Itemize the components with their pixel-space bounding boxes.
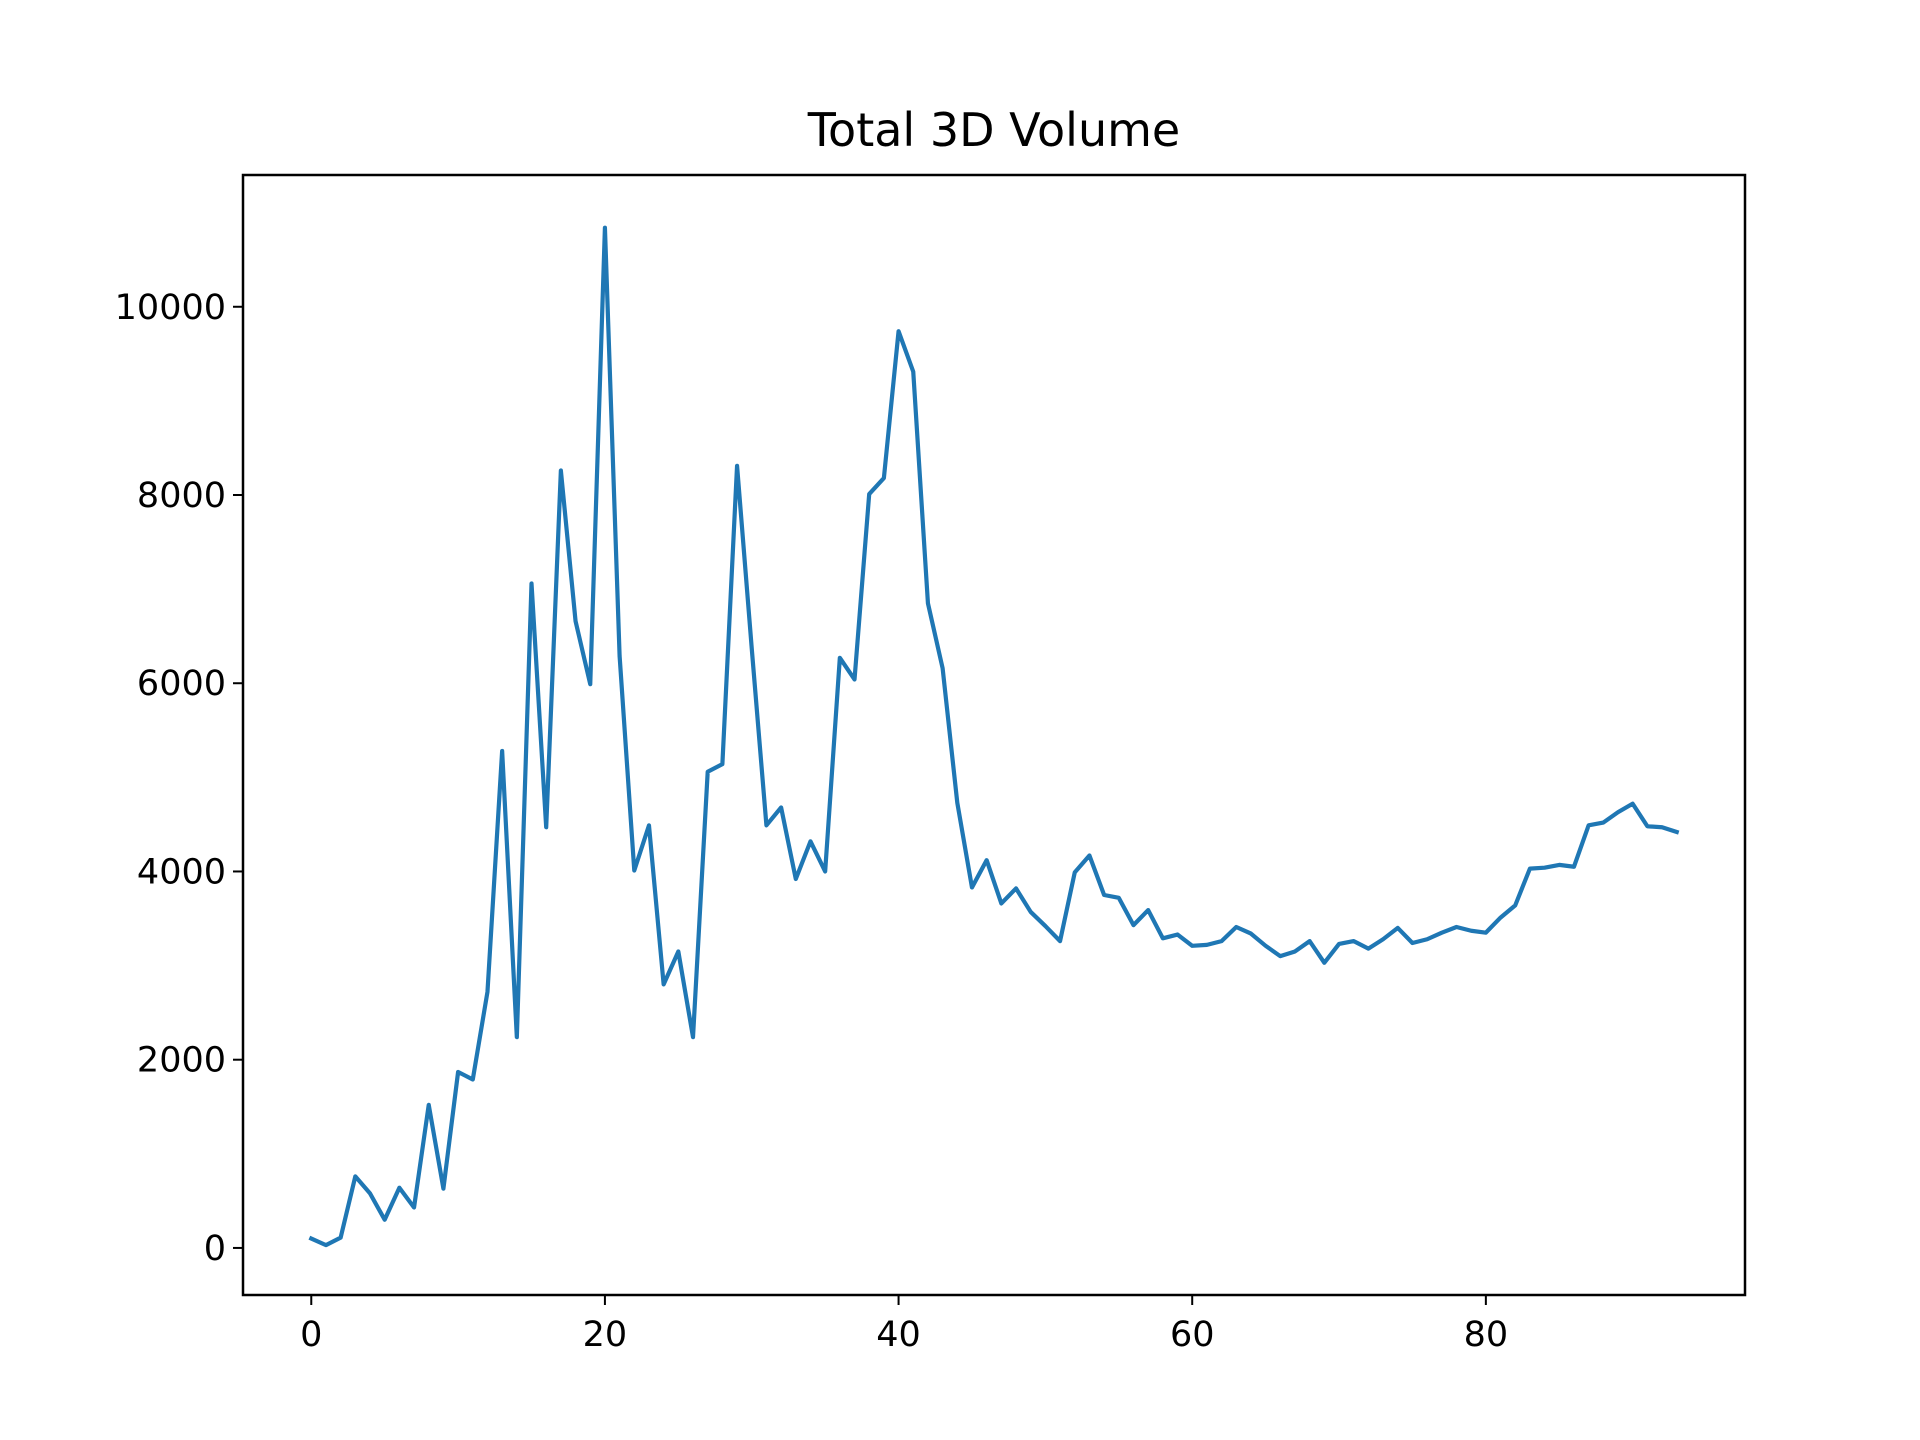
chart-title: Total 3D Volume xyxy=(807,103,1180,157)
y-tick-label: 2000 xyxy=(137,1041,226,1081)
x-tick-label: 0 xyxy=(300,1315,322,1355)
y-tick-label: 10000 xyxy=(115,288,226,328)
axis-ticks: 0 20 40 60 80 0 2000 4000 6000 8000 10000 xyxy=(115,288,1508,1355)
x-tick-label: 80 xyxy=(1464,1315,1509,1355)
plot-area-frame xyxy=(241,173,1747,1297)
x-tick-label: 40 xyxy=(876,1315,921,1355)
series-layer xyxy=(308,225,1680,1248)
series-line xyxy=(308,225,1680,1248)
x-tick-label: 20 xyxy=(583,1315,628,1355)
y-tick-label: 0 xyxy=(204,1229,226,1269)
y-tick-label: 8000 xyxy=(137,476,226,516)
y-tick-label: 6000 xyxy=(137,664,226,704)
y-tick-label: 4000 xyxy=(137,852,226,892)
x-tick-label: 60 xyxy=(1170,1315,1215,1355)
